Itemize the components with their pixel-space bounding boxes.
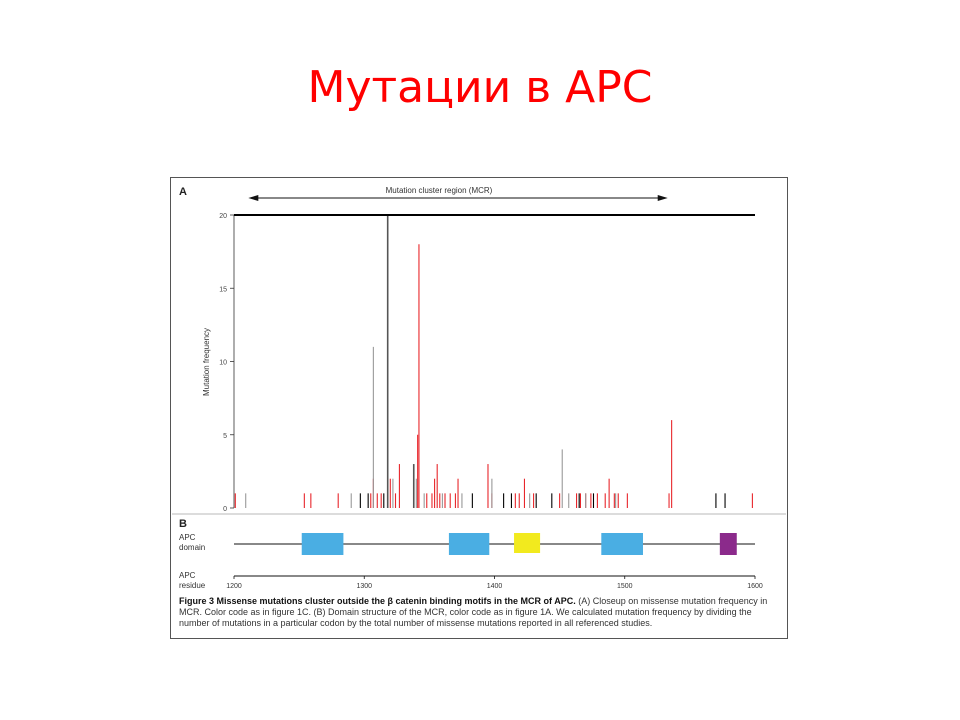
x-tick-label: 1600 [747, 583, 763, 590]
mcr-arrow-right-head [657, 195, 668, 201]
caption-text: (A) Closeup on missense mutation frequen… [179, 596, 768, 628]
x-tick-label: 1300 [356, 583, 372, 590]
domain-box [448, 533, 490, 555]
y-axis-label: Mutation frequency [202, 328, 211, 396]
domain-box [601, 533, 643, 555]
domain-row-label-line1: APC [179, 533, 196, 542]
residue-row-label-line2: residue [179, 581, 206, 590]
domain-box [514, 533, 541, 553]
panel-a-label: A [179, 186, 187, 198]
x-tick-label: 1500 [617, 583, 633, 590]
y-tick-label: 5 [223, 433, 227, 440]
panel-b-label: B [179, 518, 187, 530]
figure-caption: Figure 3 Missense mutations cluster outs… [179, 596, 783, 629]
y-tick-label: 15 [219, 286, 227, 293]
domain-row-label-line2: domain [179, 543, 205, 552]
x-tick-label: 1400 [487, 583, 503, 590]
mcr-label: Mutation cluster region (MCR) [386, 186, 493, 195]
y-tick-label: 10 [219, 360, 227, 367]
y-tick-label: 20 [219, 213, 227, 220]
mutation-chart: A B Mutation cluster region (MCR) Mutati… [172, 186, 786, 590]
figure-panel: A B Mutation cluster region (MCR) Mutati… [170, 177, 788, 639]
y-tick-label: 0 [223, 506, 227, 513]
residue-row-label-line1: APC [179, 571, 196, 580]
mcr-arrow-left-head [248, 195, 259, 201]
domain-box [301, 533, 344, 555]
x-tick-label: 1200 [226, 583, 242, 590]
caption-bold: Figure 3 Missense mutations cluster outs… [179, 596, 576, 606]
slide-title: Мутации в APC [307, 62, 653, 113]
domain-box [719, 533, 737, 555]
